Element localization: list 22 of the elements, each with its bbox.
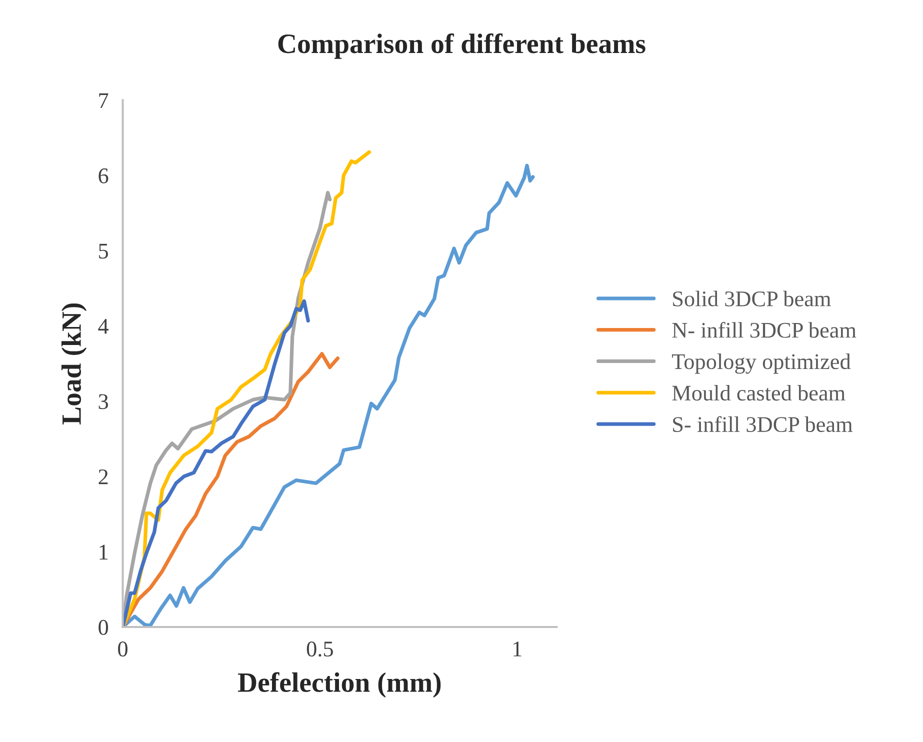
x-tick-label: 0 [118, 642, 128, 657]
y-tick-label: 2 [98, 469, 108, 484]
y-tick-label: 5 [99, 244, 108, 259]
legend-label: Mould casted beam [672, 385, 846, 401]
y-tick-label: 3 [98, 394, 108, 410]
legend-label: Solid 3DCP beam [673, 290, 831, 306]
line-series [122, 299, 310, 627]
y-tick-label: 1 [100, 544, 108, 560]
legend-label: N- infill 3DCP beam [672, 322, 856, 338]
x-axis-title: Defelection (mm) [238, 672, 441, 698]
legend-label: Topology optimized [672, 354, 851, 374]
y-tick-label: 7 [99, 93, 108, 108]
legend-label: S- infill 3DCP beam [673, 416, 853, 432]
chart-title: Comparison of different beams [278, 33, 646, 59]
line-series [122, 164, 535, 627]
y-tick-label: 6 [98, 168, 108, 184]
y-axis-title: Load (kN) [61, 303, 87, 424]
line-series [122, 352, 340, 627]
x-tick-label: 0.5 [306, 642, 333, 657]
x-tick-label: 1 [514, 642, 522, 656]
y-tick-label: 0 [98, 620, 108, 635]
y-tick-label: 4 [98, 319, 109, 334]
